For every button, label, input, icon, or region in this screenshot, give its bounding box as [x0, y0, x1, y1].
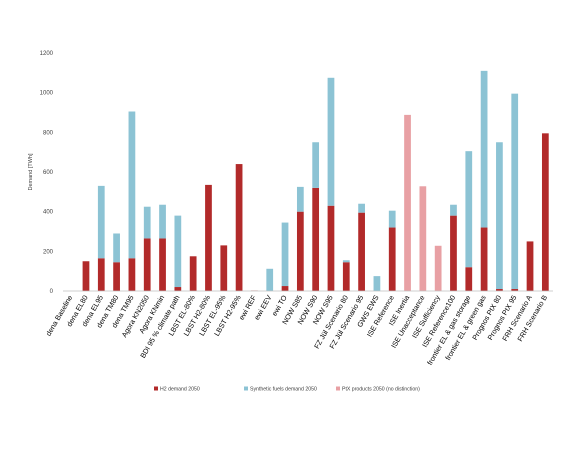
y-tick-label: 1200 [40, 51, 54, 57]
legend: H2 demand 2050 Synthetic fuels demand 205… [154, 386, 420, 393]
bar-segment [143, 206, 151, 239]
bar-segment [373, 276, 381, 292]
bar-segment [388, 210, 396, 228]
legend-label: Synthetic fuels demand 2050 [250, 387, 317, 393]
bar-segment [465, 267, 473, 291]
y-tick-label: 400 [43, 210, 54, 216]
bar-segment [342, 260, 350, 263]
bar-segment [159, 238, 166, 291]
bar-segment [511, 93, 519, 290]
bar-segment [235, 164, 243, 291]
bar-segment [312, 187, 320, 291]
bar-segment [97, 185, 105, 259]
bar-segment [174, 287, 182, 291]
bar-segment [97, 258, 105, 291]
y-tick-label: 800 [43, 130, 54, 136]
bar-segment [511, 289, 519, 291]
bar-segment [159, 204, 166, 239]
bar-segment [266, 268, 274, 291]
bar-segment [296, 211, 304, 291]
bar-segment [541, 133, 549, 291]
y-tick-label: 1000 [40, 91, 54, 97]
legend-swatch [336, 386, 340, 391]
y-tick-label: 200 [43, 249, 54, 255]
bar-segment [296, 186, 304, 212]
bar-segment [143, 238, 151, 291]
bar-segment [312, 142, 320, 188]
legend-label: H2 demand 2050 [160, 387, 200, 393]
bar-segment [358, 212, 365, 291]
bar-segment [465, 151, 473, 268]
y-tick-label: 600 [43, 170, 54, 176]
bar-segment [281, 286, 289, 291]
bar-segment [404, 114, 411, 291]
bar-segment [327, 205, 335, 291]
bar-segment [342, 262, 350, 291]
bar-segment [128, 111, 136, 259]
bar-segment [450, 215, 457, 291]
bar-segment [358, 203, 365, 213]
legend-item: PtX products 2050 (no distinction) [336, 386, 420, 393]
bar-segment [496, 142, 503, 290]
bar-segment [450, 204, 457, 216]
bar-segment [220, 245, 228, 291]
legend-swatch [154, 386, 158, 391]
bars [82, 70, 549, 292]
bar-segment [189, 256, 197, 291]
legend-item: H2 demand 2050 [154, 386, 200, 393]
y-axis-title: Demand [TWh] [28, 153, 34, 190]
bar-segment [113, 262, 120, 291]
bar-segment [174, 215, 182, 288]
bar-segment [496, 289, 503, 291]
bar-segment [113, 233, 120, 263]
bar-segment [205, 184, 212, 291]
bar-segment [419, 186, 427, 291]
y-axis: 0 200 400 600 800 1000 1200 [40, 51, 54, 295]
bar-segment [281, 222, 289, 287]
bar-segment [480, 70, 488, 228]
legend-label: PtX products 2050 (no distinction) [342, 387, 420, 393]
bar-segment [327, 77, 335, 206]
bar-segment [388, 227, 396, 291]
legend-swatch [244, 386, 248, 391]
bar-segment [480, 227, 488, 291]
legend-item: Synthetic fuels demand 2050 [244, 386, 317, 393]
bar-segment [526, 241, 534, 291]
y-tick-label: 0 [50, 289, 54, 295]
bar-segment [128, 258, 136, 291]
bar-segment [434, 245, 442, 291]
bar-segment [82, 261, 90, 291]
